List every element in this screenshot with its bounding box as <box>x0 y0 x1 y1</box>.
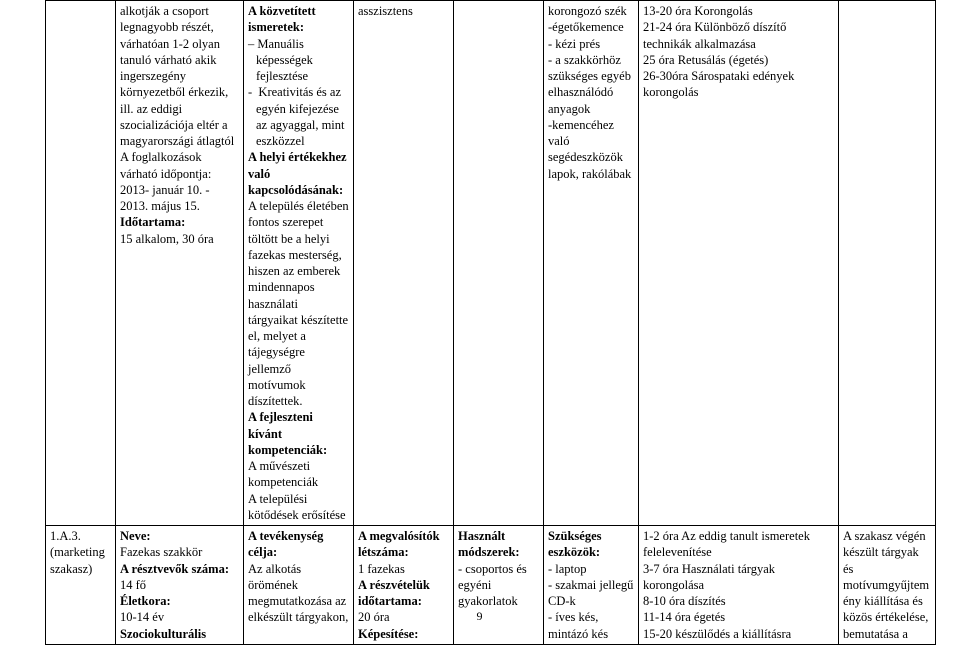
cell-r2-c7: 1-2 óra Az eddig tanult ismeretek felele… <box>639 526 839 645</box>
content-table: alkotják a csoport legnagyobb részét, vá… <box>45 0 936 645</box>
label: A tevékenység célja: <box>248 529 323 559</box>
text: asszisztens <box>358 4 413 18</box>
cell-r2-c5: Használt módszerek: - csoportos és egyén… <box>454 526 544 645</box>
text: A település életében fontos szerepet töl… <box>248 199 349 408</box>
text: 1 fazekas <box>358 562 405 576</box>
cell-r1-c3: A közvetített ismeretek: – Manuális képe… <box>244 1 354 526</box>
label: Használt módszerek: <box>458 529 520 559</box>
label: A részvételük időtartama: <box>358 578 430 608</box>
cell-r2-c2: Neve: Fazekas szakkör A résztvevők száma… <box>116 526 244 645</box>
cell-r2-c4: A megvalósítók létszáma: 1 fazekas A rés… <box>354 526 454 645</box>
cell-r1-c8 <box>839 1 936 526</box>
text: Fazekas szakkör <box>120 545 202 559</box>
list-item: - Kreativitás és az egyén kifejezése az … <box>248 84 349 149</box>
page: alkotják a csoport legnagyobb részét, vá… <box>0 0 959 629</box>
label: A résztvevők száma: <box>120 562 229 576</box>
label: A megvalósítók létszáma: <box>358 529 440 559</box>
text: korongozó szék -égetőkemence - kézi prés… <box>548 4 631 181</box>
page-number: 9 <box>0 609 959 625</box>
label: Szükséges eszközök: <box>548 529 601 559</box>
text: Manuális képességek fejlesztése <box>256 37 313 84</box>
text: Kreativitás és az egyén kifejezése az ag… <box>256 85 345 148</box>
table-row: 1.A.3. (marketing szakasz) Neve: Fazekas… <box>46 526 936 645</box>
text: 15 alkalom, 30 óra <box>120 232 214 246</box>
cell-r2-c1: 1.A.3. (marketing szakasz) <box>46 526 116 645</box>
list-item: – Manuális képességek fejlesztése <box>248 36 349 85</box>
text: 1.A.3. (marketing szakasz) <box>50 529 105 576</box>
table-row: alkotják a csoport legnagyobb részét, vá… <box>46 1 936 526</box>
text: - csoportos és egyéni gyakorlatok <box>458 562 527 609</box>
cell-r1-c7: 13-20 óra Korongolás 21-24 óra Különböző… <box>639 1 839 526</box>
cell-r1-c4: asszisztens <box>354 1 454 526</box>
cell-r1-c5 <box>454 1 544 526</box>
heading: A helyi értékekhez való kapcsolódásának: <box>248 150 347 197</box>
text: A művészeti kompetenciák A települési kö… <box>248 459 346 522</box>
cell-r2-c6: Szükséges eszközök: - laptop - szakmai j… <box>544 526 639 645</box>
cell-r2-c8: A szakasz végén készült tárgyak és motív… <box>839 526 936 645</box>
cell-r2-c3: A tevékenység célja: Az alkotás örömének… <box>244 526 354 645</box>
text: alkotják a csoport legnagyobb részét, vá… <box>120 4 234 213</box>
label-idotartama: Időtartama: <box>120 215 185 229</box>
text: 14 fő <box>120 578 146 592</box>
text: 13-20 óra Korongolás 21-24 óra Különböző… <box>643 4 794 99</box>
cell-r1-c2: alkotják a csoport legnagyobb részét, vá… <box>116 1 244 526</box>
cell-r1-c6: korongozó szék -égetőkemence - kézi prés… <box>544 1 639 526</box>
heading: A közvetített ismeretek: <box>248 4 316 34</box>
label: Életkora: <box>120 594 171 608</box>
heading: A fejleszteni kívánt kompetenciák: <box>248 410 327 457</box>
label: Neve: <box>120 529 151 543</box>
cell-r1-c1 <box>46 1 116 526</box>
